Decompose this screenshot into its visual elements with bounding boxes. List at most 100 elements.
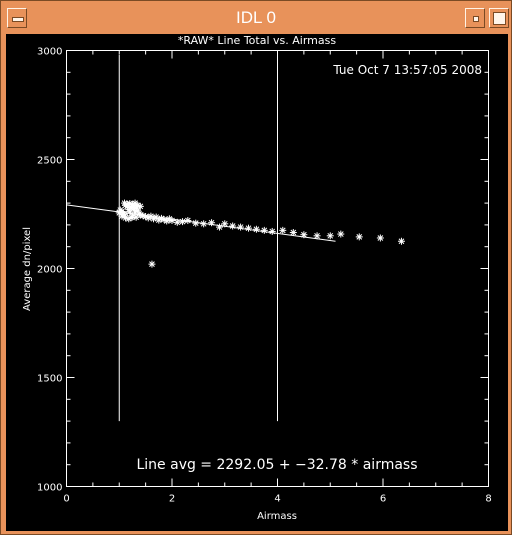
asterisk-stroke [126,208,133,215]
data-points [115,199,405,268]
asterisk-stroke [237,224,244,230]
data-point-asterisk [229,222,237,230]
data-point-asterisk [260,226,268,234]
asterisk-stroke [229,223,236,229]
data-point-asterisk [184,217,192,225]
data-point-asterisk [289,229,297,237]
y-tick-label: 2500 [37,156,62,167]
asterisk-stroke [269,228,276,235]
y-axis-label: Average dn/pixel [22,227,33,311]
y-tick-label: 1000 [37,483,62,494]
data-point-asterisk [244,224,252,232]
x-tick-label: 2 [169,494,175,505]
asterisk-stroke [261,227,268,234]
minimize-icon [473,16,479,22]
asterisk-stroke [337,231,344,237]
asterisk-stroke [179,218,186,225]
fit-line [66,204,336,242]
asterisk-stroke [121,200,128,206]
fit-line-group [66,204,336,242]
asterisk-stroke [200,220,207,227]
x-axis-ticks: 0 2 4 6 8 [63,50,492,505]
maximize-icon [493,12,506,25]
data-point-asterisk [326,232,334,240]
data-point-asterisk [133,204,141,212]
data-point-asterisk [179,218,187,226]
data-point-asterisk [313,232,321,240]
data-point-asterisk [252,225,260,233]
window-title: IDL 0 [235,8,276,27]
x-tick-label: 6 [380,494,386,505]
asterisk-stroke [216,224,223,230]
x-axis-label: Airmass [257,511,297,522]
asterisk-stroke [137,212,144,218]
plot-canvas: *RAW* Line Total vs. Airmass Tue Oct 7 1… [6,34,508,531]
minimize-button[interactable] [465,8,485,28]
asterisk-stroke [253,226,260,233]
asterisk-stroke [122,215,129,221]
asterisk-stroke [119,208,125,215]
x-tick-label: 8 [485,494,491,505]
data-point-asterisk [118,212,126,220]
data-point-asterisk [168,217,176,225]
asterisk-stroke [184,217,191,224]
asterisk-stroke [279,227,286,234]
title-bar[interactable]: IDL 0 [3,3,509,33]
timestamp: Tue Oct 7 13:57:05 2008 [332,63,482,77]
asterisk-stroke [174,219,181,226]
asterisk-stroke [327,232,334,239]
data-point-asterisk [192,219,200,227]
asterisk-stroke [166,215,173,222]
asterisk-stroke [126,200,133,207]
window-menu-button[interactable] [7,8,27,28]
asterisk-stroke [245,225,252,232]
data-point-asterisk [200,220,208,228]
asterisk-stroke [153,214,160,220]
x-tick-label: 4 [274,494,280,505]
data-point-asterisk [300,231,308,239]
data-point-asterisk [397,237,405,245]
data-point-asterisk [237,223,245,231]
data-point-asterisk [148,260,156,268]
data-point-asterisk [376,234,384,242]
y-tick-label: 2000 [37,265,62,276]
asterisk-stroke [290,229,297,236]
asterisk-stroke [161,216,167,223]
asterisk-stroke [192,220,199,227]
y-tick-label: 1500 [37,374,62,385]
y-axis-ticks: 1000 1500 2000 2500 3000 [37,47,489,494]
vertical-marker-lines [118,54,278,422]
asterisk-stroke [142,213,149,220]
asterisk-stroke [221,220,228,227]
asterisk-stroke [149,261,155,267]
asterisk-stroke [169,217,175,224]
asterisk-stroke [398,238,405,245]
asterisk-stroke [129,214,135,221]
data-point-asterisk [221,220,229,228]
data-point-asterisk [215,223,223,231]
data-point-asterisk [173,218,181,226]
asterisk-stroke [208,219,215,226]
chart-title: *RAW* Line Total vs. Airmass [178,34,336,47]
asterisk-stroke [301,231,307,238]
data-point-asterisk [279,226,287,234]
asterisk-stroke [133,205,140,211]
asterisk-stroke [148,213,154,220]
menu-bar-icon [12,17,24,22]
data-point-asterisk [268,227,276,235]
asterisk-stroke [140,212,146,219]
asterisk-stroke [119,213,125,220]
asterisk-stroke [158,215,165,222]
asterisk-stroke [134,207,141,214]
fit-equation: Line avg = 2292.05 + −32.78 * airmass [136,457,417,473]
x-tick-label: 0 [63,494,69,505]
asterisk-stroke [314,232,320,239]
scatter-chart: *RAW* Line Total vs. Airmass Tue Oct 7 1… [22,34,492,522]
asterisk-stroke [377,235,384,241]
data-point-asterisk [355,233,363,241]
asterisk-stroke [356,234,363,240]
data-point-asterisk [208,219,216,227]
y-tick-label: 3000 [37,47,62,58]
maximize-button[interactable] [489,8,509,28]
